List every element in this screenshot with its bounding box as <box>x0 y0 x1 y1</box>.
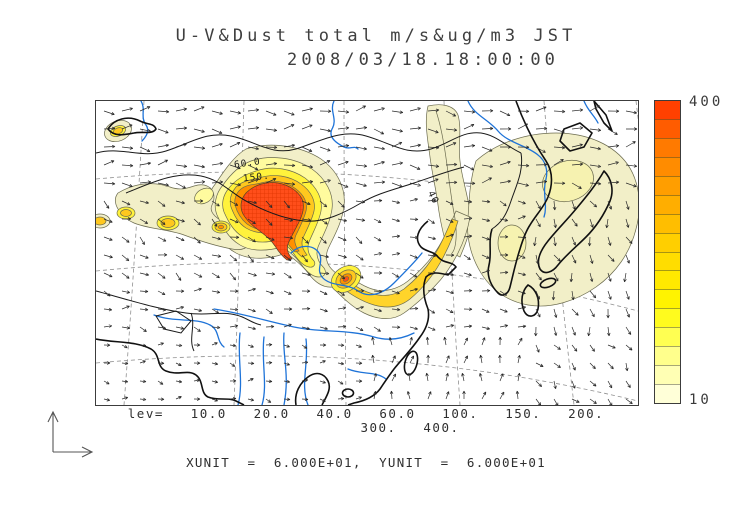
colorbar-segment <box>655 270 680 290</box>
dust-contours <box>96 104 638 319</box>
colorbar-segment <box>655 251 680 271</box>
colorbar-segment <box>655 327 680 347</box>
colorbar-segment <box>655 213 680 233</box>
colorbar-segment <box>655 289 680 309</box>
colorbar-segment <box>655 194 680 214</box>
colorbar-max-label: 400 <box>689 94 724 110</box>
map-canvas <box>96 101 638 405</box>
map-plot: 60.0 150. 40 <box>95 100 639 406</box>
coastline-paths <box>96 101 613 405</box>
contour-levels-line2: 300. 400. <box>360 420 460 435</box>
colorbar-segment <box>655 118 680 138</box>
vector-units-label: XUNIT = 6.000E+01, YUNIT = 6.000E+01 <box>186 455 546 470</box>
wind-vector-arrows <box>103 105 638 405</box>
colorbar-segment <box>655 346 680 366</box>
colorbar-segment <box>655 175 680 195</box>
colorbar <box>654 100 681 404</box>
colorbar-segment <box>655 384 680 403</box>
colorbar-segment <box>655 308 680 328</box>
border-lines <box>96 132 523 352</box>
contour-levels-line1: lev= 10.0 20.0 40.0 60.0 100. 150. 200. <box>127 406 605 421</box>
colorbar-segment <box>655 365 680 385</box>
colorbar-segment <box>655 137 680 157</box>
colorbar-segment <box>655 232 680 252</box>
axis-direction-indicator <box>47 410 94 458</box>
river-lines <box>140 101 599 405</box>
chart-title: U-V&Dust total m/s&ug/m3 JST <box>175 26 577 46</box>
colorbar-segment <box>655 156 680 176</box>
colorbar-segment <box>655 101 680 119</box>
colorbar-min-label: 10 <box>689 392 712 408</box>
chart-subtitle-datetime: 2008/03/18.18:00:00 <box>287 50 559 70</box>
